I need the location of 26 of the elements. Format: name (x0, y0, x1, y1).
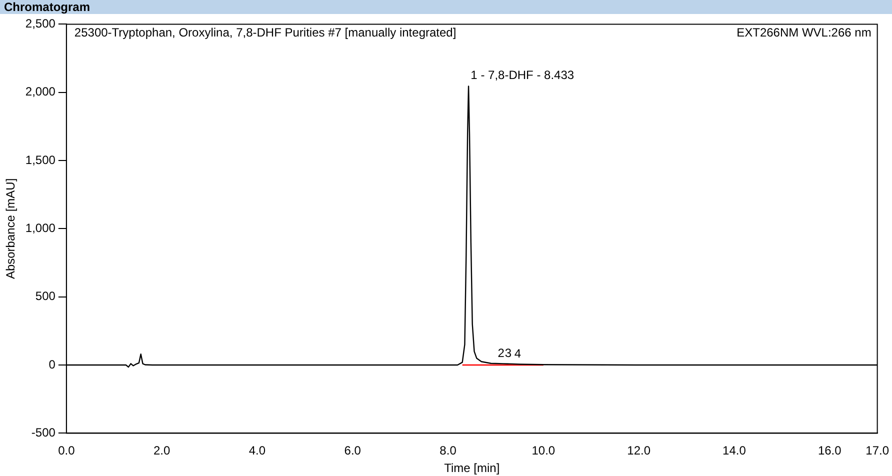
x-tick-label: 2.0 (153, 444, 170, 458)
chart-title: Chromatogram (0, 0, 892, 14)
annotation: 1 - 7,8-DHF - 8.433 (470, 68, 574, 82)
x-tick-label: 16.0 (818, 444, 842, 458)
annotation: 3 (504, 346, 512, 360)
annotation: 2 (498, 346, 505, 360)
y-tick-label: 1,000 (25, 221, 56, 236)
x-tick-label: 14.0 (722, 444, 746, 458)
y-tick-label: 500 (35, 289, 56, 304)
x-tick-label: 0.0 (58, 444, 76, 458)
y-tick-label: 1,500 (25, 152, 56, 167)
x-tick-label: 4.0 (248, 444, 266, 458)
x-tick-label: 17.0 (866, 444, 890, 458)
y-tick-label: -500 (31, 426, 56, 440)
x-tick-label: 10.0 (532, 444, 556, 458)
annotation: 4 (514, 346, 522, 360)
y-tick-label: 2,500 (25, 16, 56, 31)
y-axis-title: Absorbance [mAU] (4, 178, 18, 280)
x-tick-label: 8.0 (440, 444, 457, 458)
x-tick-label: 12.0 (627, 444, 651, 458)
annotation: EXT266NM WVL:266 nm (736, 26, 872, 40)
y-tick-label: 0 (48, 357, 56, 372)
x-tick-label: 6.0 (344, 444, 362, 458)
y-tick-label: 2,000 (25, 84, 56, 99)
chart-subtitle: 25300-Tryptophan, Oroxylina, 7,8-DHF Purities #7 [manually integrated] (74, 26, 456, 40)
x-axis-title: Time [min] (444, 461, 500, 476)
